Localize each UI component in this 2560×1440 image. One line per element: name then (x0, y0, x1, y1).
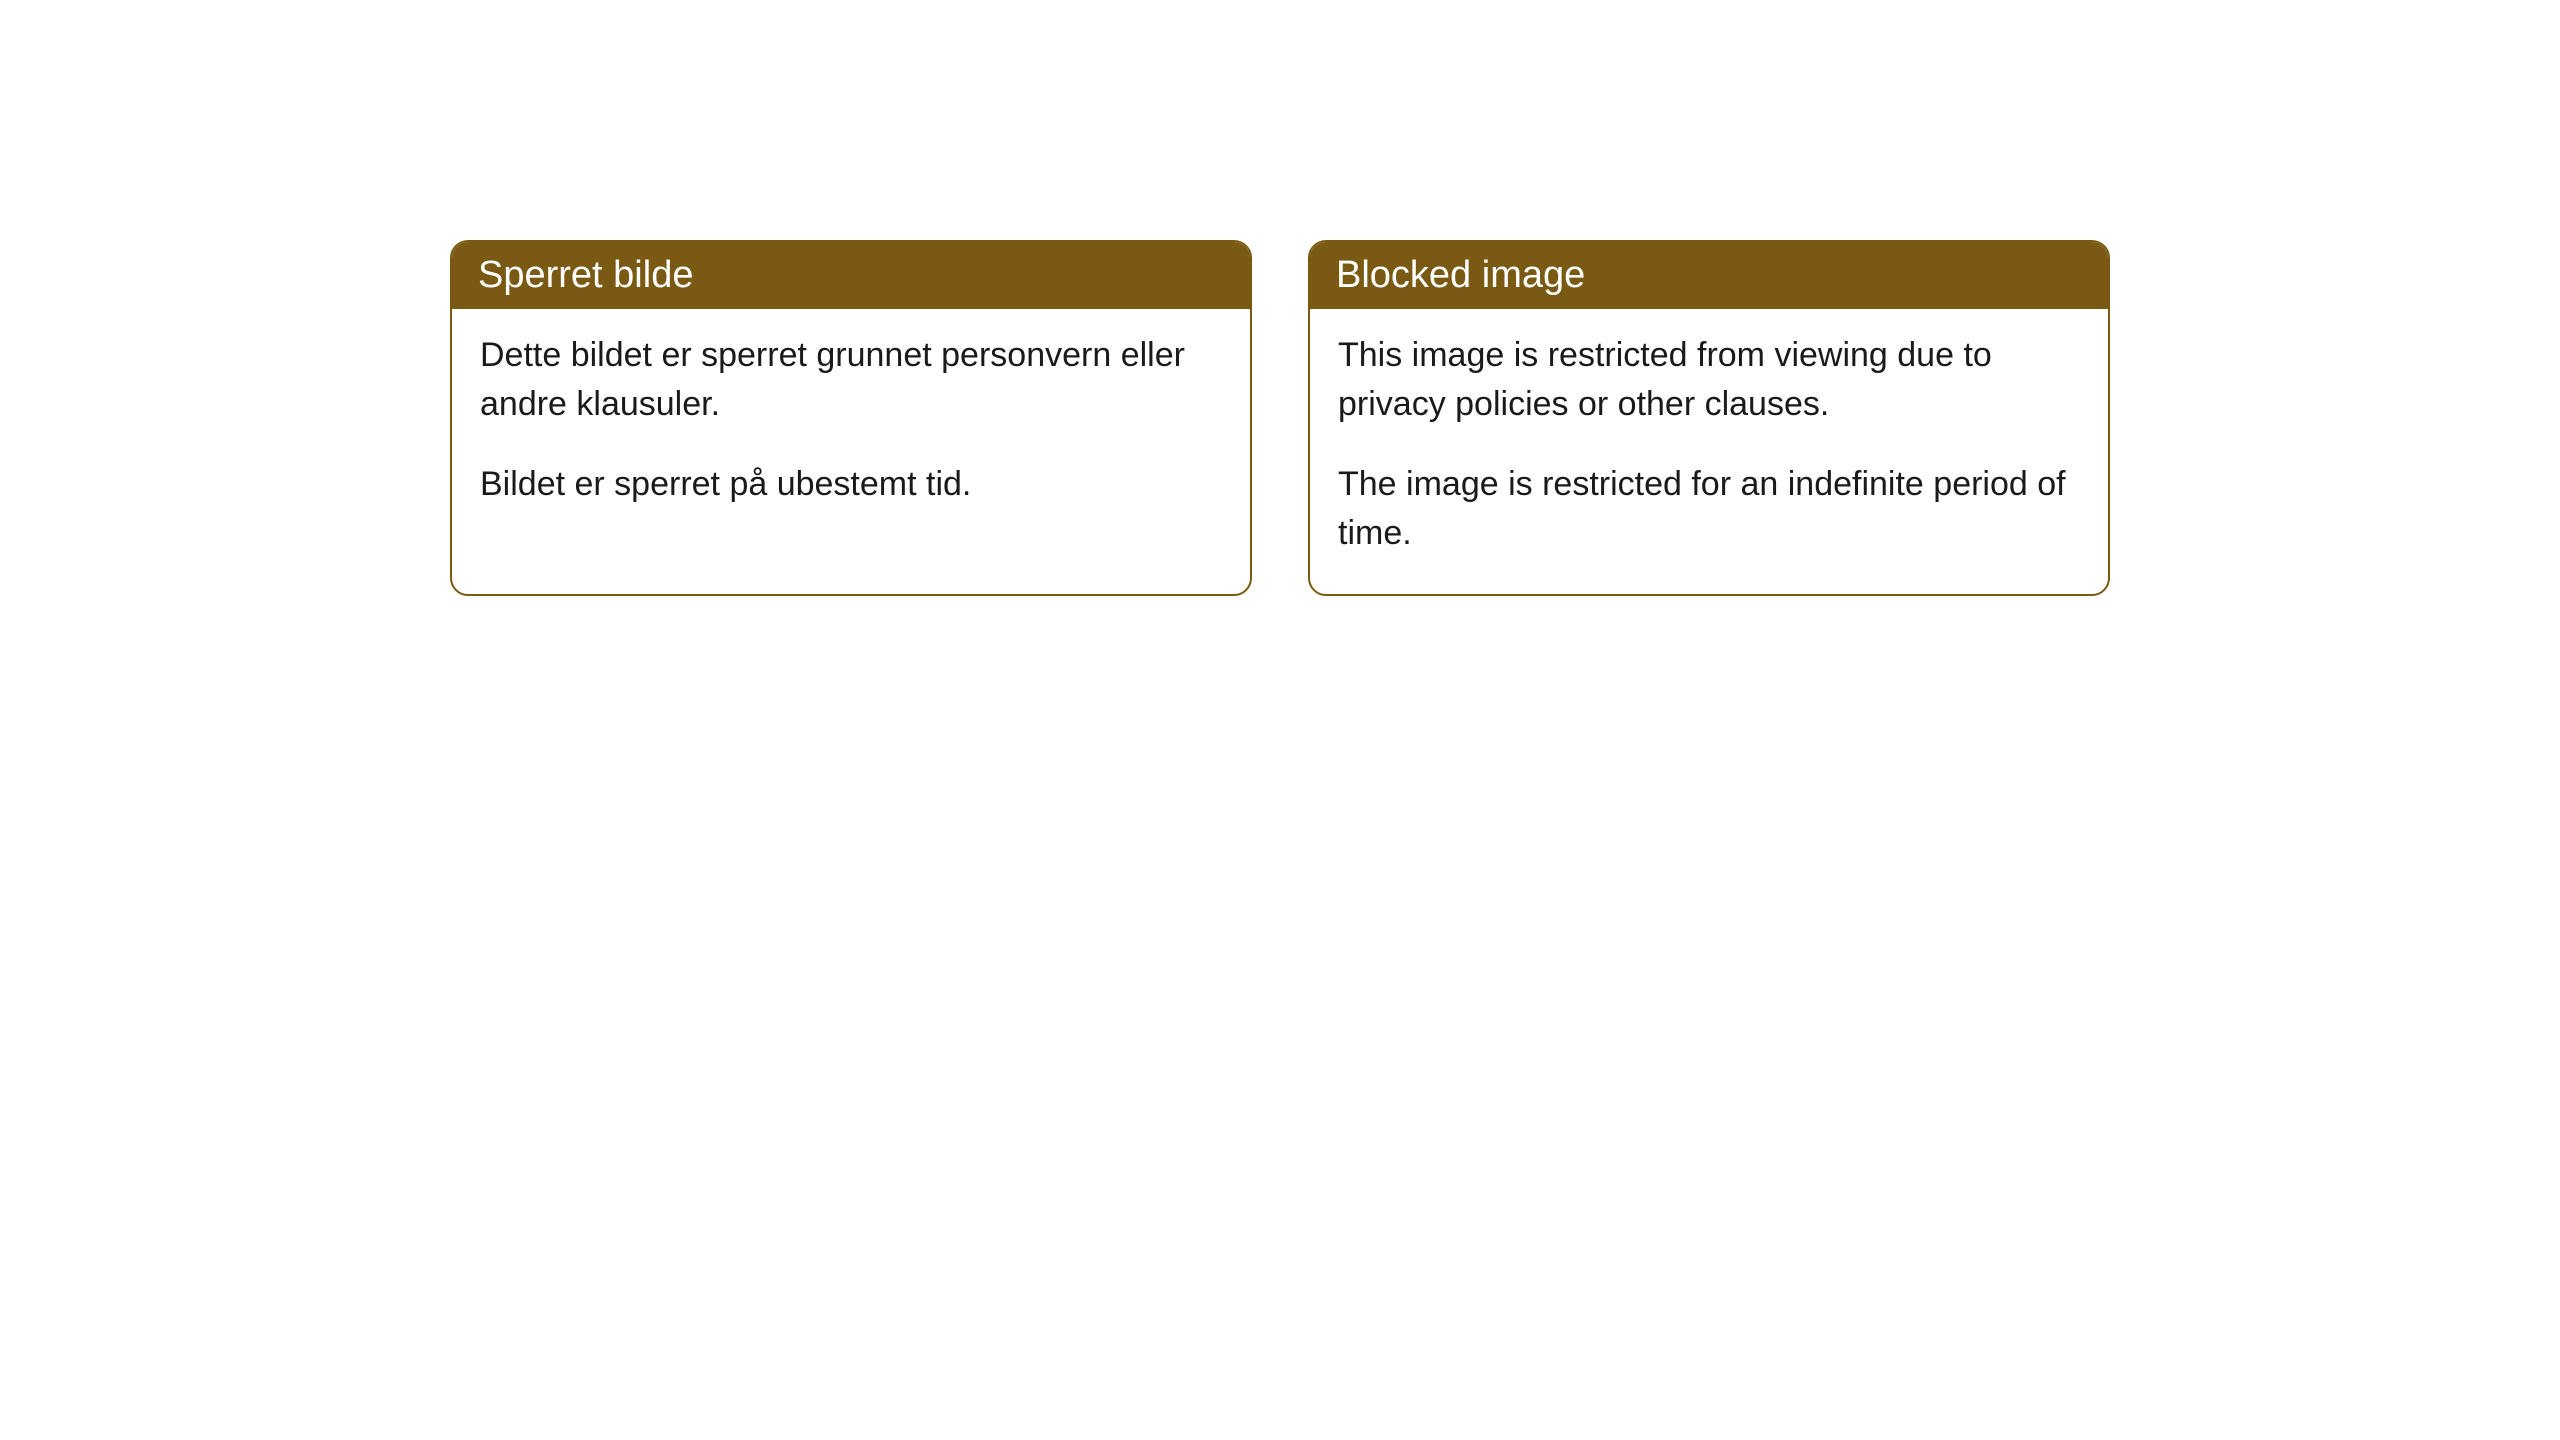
blocked-image-card-norwegian: Sperret bilde Dette bildet er sperret gr… (450, 240, 1252, 596)
card-title-norwegian: Sperret bilde (478, 254, 693, 296)
card-header-english: Blocked image (1310, 242, 2108, 309)
card-body-norwegian: Dette bildet er sperret grunnet personve… (452, 309, 1250, 545)
notice-cards-container: Sperret bilde Dette bildet er sperret gr… (450, 240, 2560, 596)
card-paragraph-2-norwegian: Bildet er sperret på ubestemt tid. (480, 460, 1222, 509)
card-title-english: Blocked image (1336, 254, 1585, 296)
card-paragraph-1-norwegian: Dette bildet er sperret grunnet personve… (480, 331, 1222, 430)
card-header-norwegian: Sperret bilde (452, 242, 1250, 309)
card-paragraph-2-english: The image is restricted for an indefinit… (1338, 460, 2080, 559)
card-body-english: This image is restricted from viewing du… (1310, 309, 2108, 594)
card-paragraph-1-english: This image is restricted from viewing du… (1338, 331, 2080, 430)
blocked-image-card-english: Blocked image This image is restricted f… (1308, 240, 2110, 596)
